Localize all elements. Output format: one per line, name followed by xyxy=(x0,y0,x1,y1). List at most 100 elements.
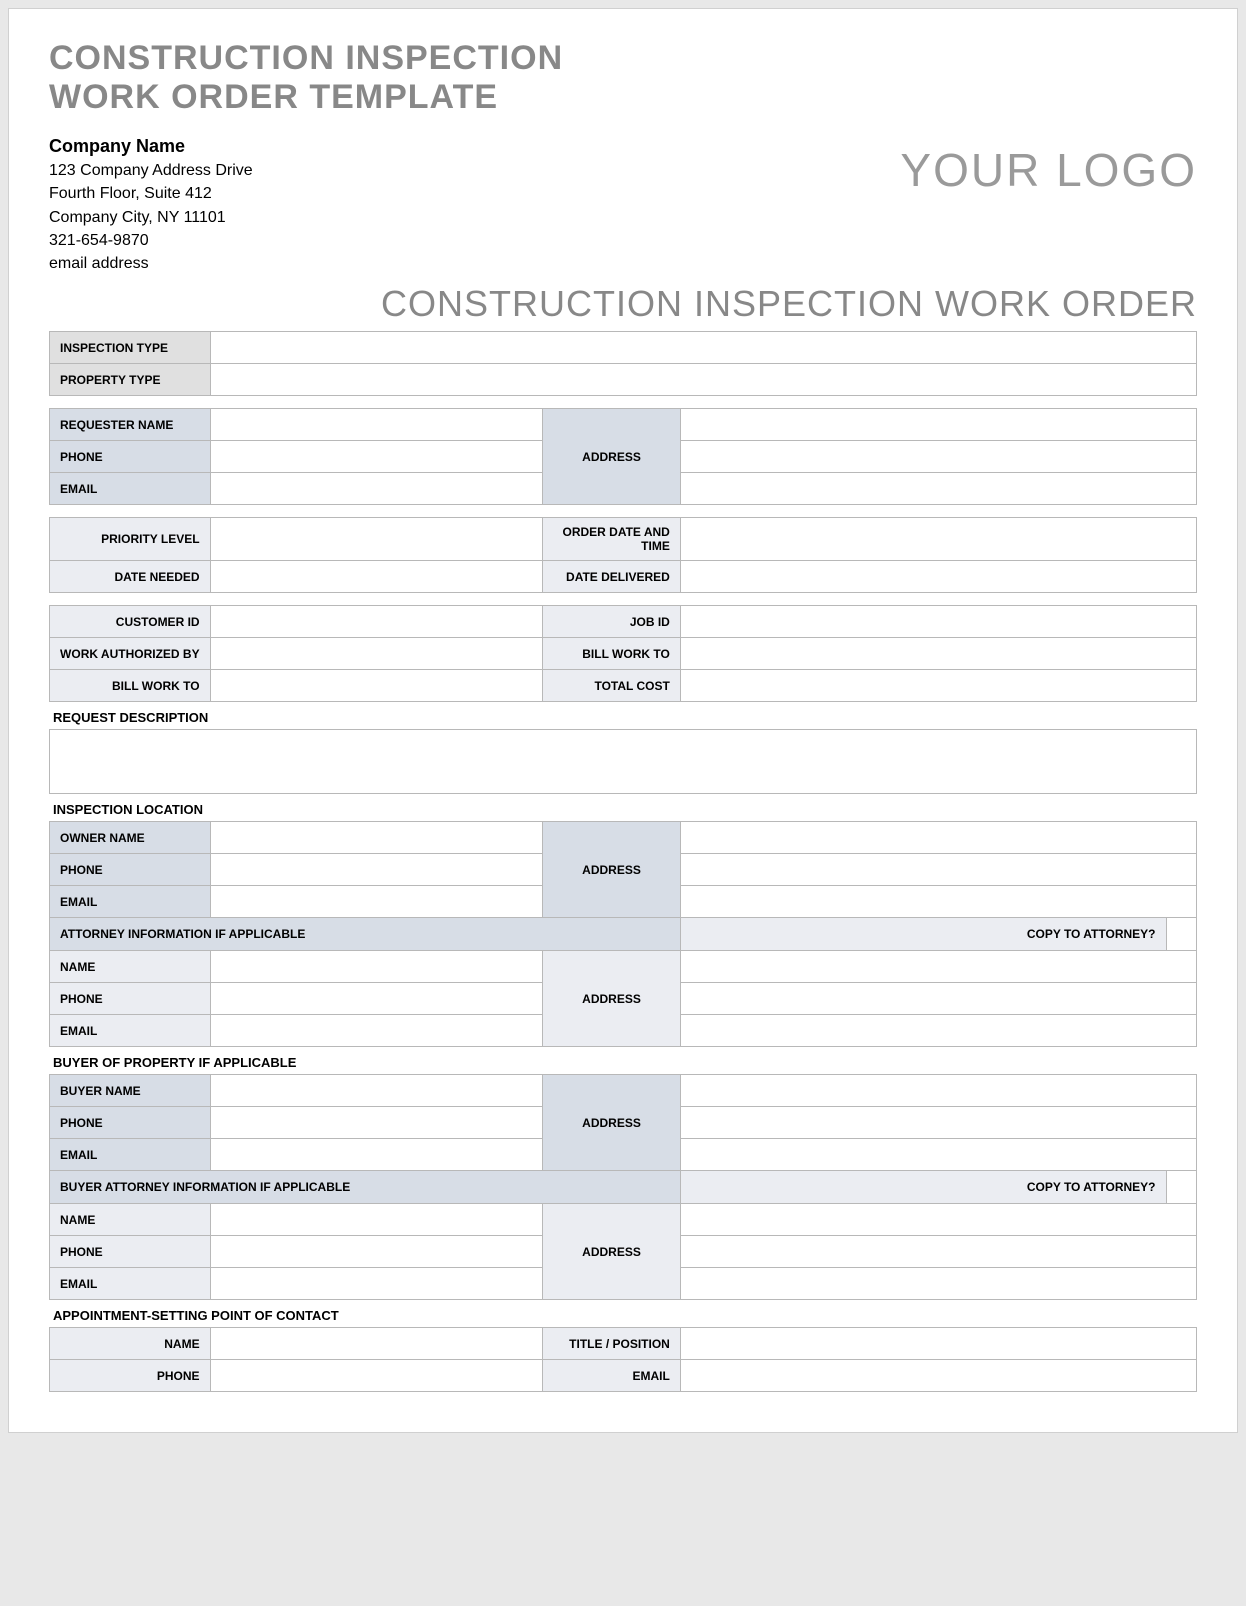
value-buyer-attorney-addr2[interactable] xyxy=(680,1236,1196,1268)
label-buyer-phone: PHONE xyxy=(50,1107,211,1139)
value-date-delivered[interactable] xyxy=(680,561,1196,593)
value-attorney-addr3[interactable] xyxy=(680,1015,1196,1047)
value-attorney-name[interactable] xyxy=(210,951,543,983)
value-request-description[interactable] xyxy=(50,730,1197,794)
label-work-authorized-by: WORK AUTHORIZED BY xyxy=(50,638,211,670)
label-requester-name: REQUESTER NAME xyxy=(50,409,211,441)
title-line2: WORK ORDER TEMPLATE xyxy=(49,78,498,116)
label-contact-title: TITLE / POSITION xyxy=(543,1328,681,1360)
value-bill-work-to[interactable] xyxy=(680,638,1196,670)
label-attorney-name: NAME xyxy=(50,951,211,983)
label-contact-name: NAME xyxy=(50,1328,211,1360)
value-work-authorized-by[interactable] xyxy=(210,638,543,670)
value-contact-title[interactable] xyxy=(680,1328,1196,1360)
value-contact-phone[interactable] xyxy=(210,1360,543,1392)
value-priority-level[interactable] xyxy=(210,518,543,561)
value-owner-name[interactable] xyxy=(210,822,543,854)
company-addr2: Fourth Floor, Suite 412 xyxy=(49,182,253,205)
label-total-cost: TOTAL COST xyxy=(543,670,681,702)
value-customer-id[interactable] xyxy=(210,606,543,638)
value-buyer-attorney-addr3[interactable] xyxy=(680,1268,1196,1300)
label-job-id: JOB ID xyxy=(543,606,681,638)
value-buyer-phone[interactable] xyxy=(210,1107,543,1139)
label-buyer-attorney-phone: PHONE xyxy=(50,1236,211,1268)
heading-buyer-section: BUYER OF PROPERTY IF APPLICABLE xyxy=(49,1047,1197,1074)
buyer-table: BUYER NAME ADDRESS PHONE EMAIL BUYER ATT… xyxy=(49,1074,1197,1300)
value-buyer-attorney-email[interactable] xyxy=(210,1268,543,1300)
label-date-delivered: DATE DELIVERED xyxy=(543,561,681,593)
value-bill-work-to-2[interactable] xyxy=(210,670,543,702)
label-bill-work-to-2: BILL WORK TO xyxy=(50,670,211,702)
value-contact-name[interactable] xyxy=(210,1328,543,1360)
value-property-type[interactable] xyxy=(210,364,1196,396)
copy-buyer-attorney-cell: COPY TO ATTORNEY? xyxy=(680,1171,1196,1204)
page: CONSTRUCTION INSPECTION WORK ORDER TEMPL… xyxy=(8,8,1238,1433)
value-attorney-phone[interactable] xyxy=(210,983,543,1015)
company-email: email address xyxy=(49,252,253,275)
label-bill-work-to: BILL WORK TO xyxy=(543,638,681,670)
label-copy-to-attorney: COPY TO ATTORNEY? xyxy=(681,918,1166,950)
value-owner-email[interactable] xyxy=(210,886,543,918)
label-attorney-email: EMAIL xyxy=(50,1015,211,1047)
company-city: Company City, NY 11101 xyxy=(49,206,253,229)
type-table: INSPECTION TYPE PROPERTY TYPE xyxy=(49,331,1197,396)
value-buyer-attorney-addr1[interactable] xyxy=(680,1204,1196,1236)
value-total-cost[interactable] xyxy=(680,670,1196,702)
contact-table: NAME TITLE / POSITION PHONE EMAIL xyxy=(49,1327,1197,1392)
value-buyer-attorney-name[interactable] xyxy=(210,1204,543,1236)
label-customer-id: CUSTOMER ID xyxy=(50,606,211,638)
value-inspection-type[interactable] xyxy=(210,332,1196,364)
value-buyer-attorney-phone[interactable] xyxy=(210,1236,543,1268)
company-info: Company Name 123 Company Address Drive F… xyxy=(49,133,253,275)
value-requester-addr1[interactable] xyxy=(680,409,1196,441)
value-requester-addr2[interactable] xyxy=(680,441,1196,473)
label-attorney-info: ATTORNEY INFORMATION IF APPLICABLE xyxy=(50,918,681,951)
value-owner-phone[interactable] xyxy=(210,854,543,886)
value-attorney-email[interactable] xyxy=(210,1015,543,1047)
value-buyer-name[interactable] xyxy=(210,1075,543,1107)
company-addr1: 123 Company Address Drive xyxy=(49,159,253,182)
value-copy-to-attorney-buyer[interactable] xyxy=(1166,1171,1196,1203)
value-job-id[interactable] xyxy=(680,606,1196,638)
heading-appointment-contact: APPOINTMENT-SETTING POINT OF CONTACT xyxy=(49,1300,1197,1327)
requester-table: REQUESTER NAME ADDRESS PHONE EMAIL xyxy=(49,408,1197,505)
owner-table: OWNER NAME ADDRESS PHONE EMAIL ATTORNEY … xyxy=(49,821,1197,1047)
value-attorney-addr1[interactable] xyxy=(680,951,1196,983)
value-buyer-addr2[interactable] xyxy=(680,1107,1196,1139)
value-contact-email[interactable] xyxy=(680,1360,1196,1392)
value-buyer-addr1[interactable] xyxy=(680,1075,1196,1107)
value-requester-addr3[interactable] xyxy=(680,473,1196,505)
value-attorney-addr2[interactable] xyxy=(680,983,1196,1015)
value-owner-addr2[interactable] xyxy=(680,854,1196,886)
label-order-date-time: ORDER DATE AND TIME xyxy=(543,518,681,561)
request-description-table xyxy=(49,729,1197,794)
value-copy-to-attorney-owner[interactable] xyxy=(1166,918,1196,950)
label-attorney-address: ADDRESS xyxy=(543,951,681,1047)
label-attorney-phone: PHONE xyxy=(50,983,211,1015)
ids-table: CUSTOMER ID JOB ID WORK AUTHORIZED BY BI… xyxy=(49,605,1197,702)
label-owner-address: ADDRESS xyxy=(543,822,681,918)
label-buyer-address: ADDRESS xyxy=(543,1075,681,1171)
logo-placeholder: YOUR LOGO xyxy=(900,133,1197,197)
label-requester-address: ADDRESS xyxy=(543,409,681,505)
document-title: CONSTRUCTION INSPECTION WORK ORDER xyxy=(49,283,1197,325)
label-buyer-attorney-address: ADDRESS xyxy=(543,1204,681,1300)
value-order-date-time[interactable] xyxy=(680,518,1196,561)
label-priority-level: PRIORITY LEVEL xyxy=(50,518,211,561)
value-requester-email[interactable] xyxy=(210,473,543,505)
value-requester-phone[interactable] xyxy=(210,441,543,473)
label-buyer-email: EMAIL xyxy=(50,1139,211,1171)
value-owner-addr3[interactable] xyxy=(680,886,1196,918)
label-buyer-name: BUYER NAME xyxy=(50,1075,211,1107)
template-title: CONSTRUCTION INSPECTION WORK ORDER TEMPL… xyxy=(49,39,1197,117)
value-date-needed[interactable] xyxy=(210,561,543,593)
value-requester-name[interactable] xyxy=(210,409,543,441)
label-owner-phone: PHONE xyxy=(50,854,211,886)
value-owner-addr1[interactable] xyxy=(680,822,1196,854)
label-buyer-attorney-name: NAME xyxy=(50,1204,211,1236)
label-buyer-attorney-info: BUYER ATTORNEY INFORMATION IF APPLICABLE xyxy=(50,1171,681,1204)
value-buyer-email[interactable] xyxy=(210,1139,543,1171)
label-inspection-type: INSPECTION TYPE xyxy=(50,332,211,364)
value-buyer-addr3[interactable] xyxy=(680,1139,1196,1171)
label-requester-phone: PHONE xyxy=(50,441,211,473)
